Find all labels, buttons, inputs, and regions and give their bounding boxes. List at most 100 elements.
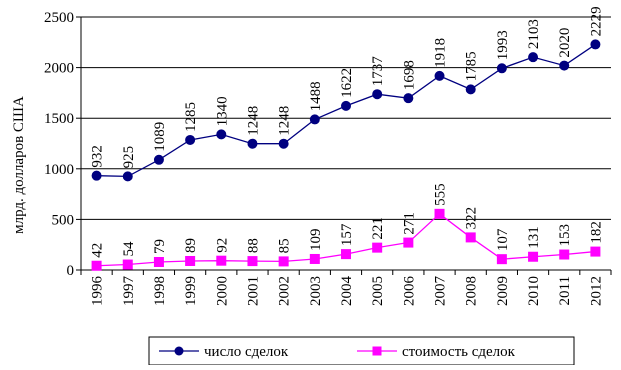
- y-tick-label: 500: [52, 212, 75, 228]
- data-label: 925: [121, 146, 137, 169]
- data-point: [278, 256, 289, 267]
- data-point: [247, 138, 258, 149]
- data-point: [91, 260, 102, 271]
- data-point: [496, 63, 507, 74]
- data-point: [309, 114, 320, 125]
- data-label: 2229: [588, 6, 604, 36]
- data-label: 2103: [526, 19, 542, 49]
- data-label: 153: [557, 224, 573, 247]
- y-tick-label: 1500: [44, 111, 74, 127]
- data-point: [341, 100, 351, 111]
- y-tick-label: 1000: [44, 162, 74, 178]
- data-point: [590, 39, 601, 50]
- x-tick-label: 2000: [214, 276, 230, 306]
- legend-marker: [174, 346, 184, 356]
- data-label: 79: [152, 239, 168, 254]
- data-label: 54: [121, 241, 137, 257]
- data-point: [372, 242, 383, 253]
- x-tick-label: 1999: [183, 276, 199, 306]
- x-tick-label: 2004: [339, 276, 355, 307]
- legend-marker: [372, 346, 382, 356]
- data-label: 85: [277, 238, 293, 253]
- data-point: [403, 93, 414, 104]
- data-label: 1622: [339, 68, 355, 98]
- data-label: 131: [526, 226, 542, 249]
- x-tick-label: 2002: [277, 276, 293, 306]
- y-tick-label: 2000: [44, 61, 74, 77]
- data-label: 555: [433, 183, 449, 206]
- data-label: 271: [401, 212, 417, 235]
- data-point: [341, 249, 351, 260]
- y-tick-label: 0: [67, 263, 75, 279]
- x-tick-label: 2009: [495, 276, 511, 306]
- x-tick-label: 2012: [588, 276, 604, 306]
- data-point: [403, 237, 414, 248]
- x-tick-label: 2010: [526, 276, 542, 306]
- data-label: 1285: [183, 102, 199, 132]
- data-point: [434, 70, 445, 81]
- x-tick-label: 2001: [245, 276, 261, 306]
- y-tick-label: 2500: [44, 10, 74, 26]
- data-point: [590, 246, 601, 257]
- series: [91, 39, 601, 271]
- data-point: [216, 129, 227, 140]
- data-point: [185, 134, 196, 145]
- x-tick-label: 1997: [121, 276, 137, 307]
- x-tick-label: 2003: [308, 276, 324, 306]
- data-label: 1488: [308, 81, 324, 111]
- data-point: [247, 256, 258, 267]
- gridlines: [81, 16, 611, 220]
- data-label: 92: [214, 238, 230, 253]
- data-point: [309, 253, 320, 264]
- legend-label: стоимость сделок: [402, 344, 516, 360]
- data-label: 1993: [495, 30, 511, 60]
- data-label: 1785: [464, 51, 480, 81]
- data-label: 221: [370, 217, 386, 240]
- data-label: 1089: [152, 122, 168, 152]
- data-point: [465, 232, 476, 243]
- data-label: 932: [90, 145, 106, 168]
- data-point: [465, 84, 476, 95]
- data-point: [496, 254, 507, 265]
- x-tick-label: 2005: [370, 276, 386, 306]
- data-point: [528, 251, 539, 262]
- x-tick-label: 2007: [433, 276, 449, 307]
- data-label: 42: [90, 243, 106, 258]
- data-label: 1248: [245, 106, 261, 136]
- x-tick-label: 2011: [557, 276, 573, 305]
- data-label: 107: [495, 228, 511, 251]
- data-point: [153, 154, 164, 165]
- data-point: [185, 255, 196, 266]
- data-label: 182: [588, 221, 604, 244]
- data-label: 88: [245, 238, 261, 253]
- data-point: [559, 249, 570, 260]
- data-label: 1248: [277, 106, 293, 136]
- data-point: [91, 170, 102, 181]
- data-label: 2020: [557, 28, 573, 58]
- data-point: [434, 208, 445, 219]
- legend-label: число сделок: [204, 344, 289, 360]
- data-point: [153, 257, 164, 268]
- data-label: 1918: [433, 38, 449, 68]
- axes: 0 500 1000 1500 2000 2500 1996 1997 1998 1999 2000…: [44, 10, 612, 307]
- data-point: [122, 259, 133, 270]
- data-point: [528, 52, 539, 63]
- y-axis-label: млрд. долларов США: [11, 96, 27, 234]
- data-point: [122, 171, 133, 182]
- data-label: 1340: [214, 96, 230, 126]
- x-tick-label: 1996: [90, 276, 106, 307]
- data-label: 89: [183, 238, 199, 253]
- x-tick-label: 1998: [152, 276, 168, 306]
- data-point: [216, 255, 227, 266]
- data-labels: 932 925 1089 1285 1340 1248 1248 1488 1622 1737 16…: [90, 6, 605, 257]
- data-label: 157: [339, 223, 355, 246]
- data-label: 1737: [370, 56, 386, 87]
- data-label: 109: [308, 228, 324, 251]
- data-point: [559, 60, 570, 71]
- x-tick-label: 2008: [464, 276, 480, 306]
- legend: число сделок стоимость сделок: [148, 336, 575, 366]
- data-point: [278, 138, 289, 149]
- data-label: 1698: [401, 60, 417, 90]
